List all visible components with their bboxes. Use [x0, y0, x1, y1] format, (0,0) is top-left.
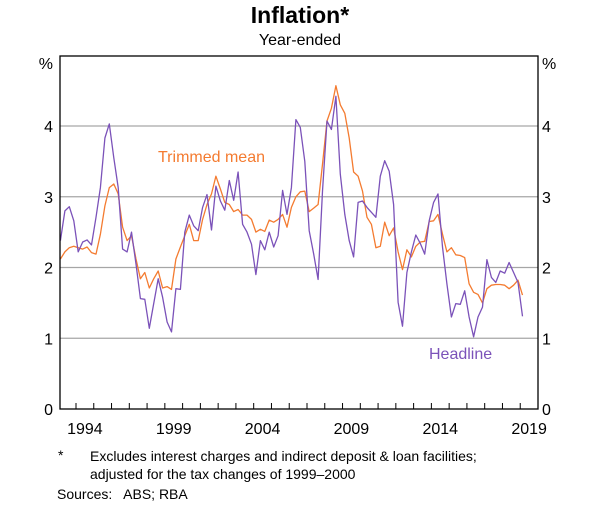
x-tick-label: 1994	[67, 421, 103, 438]
y-tick-label-right: 3	[542, 190, 551, 207]
series-line-trimmed-mean	[59, 85, 524, 304]
plot-frame	[59, 55, 539, 410]
sources-note: Sources: ABS; RBA	[57, 486, 188, 502]
series-label-trimmed-mean: Trimmed mean	[158, 149, 265, 166]
series-label-headline: Headline	[429, 346, 492, 363]
x-tick-label: 2014	[422, 421, 458, 438]
y-tick-label-right: 2	[542, 261, 551, 278]
chart-title: Inflation*	[250, 2, 350, 28]
y-tick-label-left: 4	[44, 119, 53, 136]
y-axis-unit-left: %	[39, 56, 53, 73]
x-tick-label: 2009	[334, 421, 370, 438]
series-line-headline	[59, 95, 524, 338]
footnote-text: Excludes interest charges and indirect d…	[90, 447, 530, 483]
y-axis-unit-right: %	[542, 56, 556, 73]
x-tick-label: 1999	[156, 421, 192, 438]
y-tick-label-left: 2	[44, 261, 53, 278]
y-tick-label-left: 1	[44, 331, 53, 348]
y-tick-label-right: 4	[542, 119, 551, 136]
x-tick-label: 2019	[511, 421, 547, 438]
footnote-line-2: adjusted for the tax changes of 1999–200…	[90, 466, 356, 482]
footnote-marker: *	[58, 447, 64, 463]
y-tick-label-right: 0	[542, 402, 551, 419]
y-tick-label-right: 1	[542, 331, 551, 348]
chart-subtitle: Year-ended	[258, 32, 342, 49]
x-tick-label: 2004	[245, 421, 281, 438]
footnote-line-1: Excludes interest charges and indirect d…	[90, 448, 477, 464]
y-tick-label-left: 3	[44, 190, 53, 207]
y-tick-label-left: 0	[44, 402, 53, 419]
